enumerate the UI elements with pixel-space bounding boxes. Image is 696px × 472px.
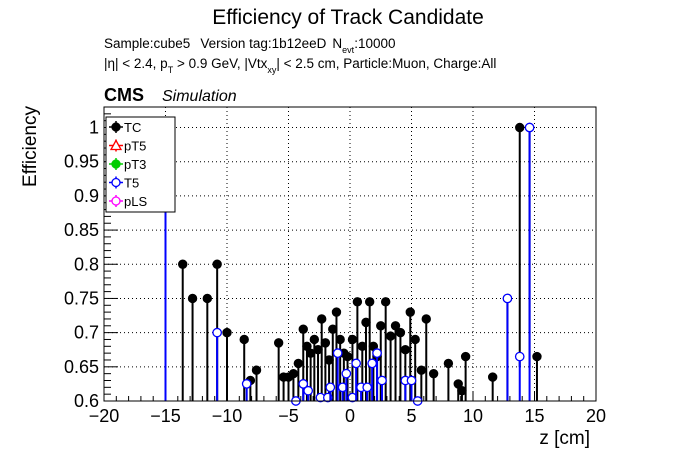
x-tick-label: −20 [89,406,120,426]
data-point [251,365,262,375]
data-point [400,345,411,355]
data-point [380,297,391,307]
tick-labels: −20 −15 −10 −5 0 5 10 15 20 0.6 0.65 0.7 0.75 0.8 0.85… [64,118,606,426]
legend-marker [111,122,121,132]
data-point [532,351,542,362]
x-tick-label: −10 [212,406,243,426]
x-tick-label: −5 [278,406,299,426]
x-axis-label: z [cm] [539,428,590,449]
legend-marker [111,159,121,169]
data-point [325,382,336,393]
y-tick-label: 0.75 [64,288,99,308]
x-tick-label: −15 [150,406,181,426]
y-axis-label: Efficiency [20,106,41,187]
data-point [347,334,358,345]
data-point [367,358,377,369]
data-point [212,259,222,269]
chart-title: Efficiency of Track Candidate [212,6,484,29]
cms-label: CMS [104,85,144,105]
data-point [515,122,525,133]
y-tick-label: 1 [89,118,99,138]
data-point [460,351,471,362]
plot-frame [103,106,597,402]
data-point [405,307,415,317]
data-point [273,338,284,348]
series-t5 [160,122,535,406]
data-point [241,379,252,389]
data-point [288,368,299,379]
data-point [309,334,320,345]
legend-marker [111,196,121,206]
legend-item-tc: TC [109,120,141,135]
data-point [416,365,427,375]
data-series [160,122,542,406]
data-point [202,293,213,304]
data-point [341,368,352,379]
data-point [406,375,417,386]
legend-item-pt3: pT3 [109,157,146,172]
y-tick-label: 0.85 [64,220,99,240]
legend: TC pT5 pT3 T5 pLS [105,116,176,213]
data-point [372,348,382,358]
data-point [514,351,525,362]
legend-item-t5: T5 [109,176,139,191]
legend-item-pls: pLS [109,194,147,209]
data-point [342,351,353,362]
legend-label: T5 [124,176,139,191]
data-point [377,375,387,386]
legend-label: pT3 [124,157,146,172]
data-point [487,372,498,382]
sample-info: Sample:cube5 Version tag:1b12eeD Nevt:1000… [104,36,395,55]
data-point [222,327,232,338]
data-point [335,334,345,345]
data-point [524,122,535,133]
data-point [178,259,188,269]
x-tick-label: 0 [345,406,355,426]
data-point [390,321,401,331]
data-point [303,385,314,396]
simulation-label: Simulation [162,88,237,105]
y-tick-label: 0.65 [64,357,99,377]
data-point [376,321,386,331]
data-point [502,293,513,304]
y-tick-label: 0.8 [74,254,99,274]
data-point [317,314,327,324]
legend-label: TC [124,120,141,135]
y-tick-label: 0.6 [74,391,99,411]
data-point [298,324,308,334]
data-point [428,368,439,379]
legend-label: pLS [124,194,147,209]
legend-label: pT5 [124,139,146,154]
x-tick-label: 20 [586,406,606,426]
x-tick-label: 5 [406,406,416,426]
x-tick-label: 15 [524,406,544,426]
data-point [385,331,396,341]
data-point [239,334,249,345]
data-point [298,379,309,389]
data-point [293,358,304,369]
data-point [362,382,373,393]
data-point [212,327,223,338]
data-point [352,297,363,307]
x-tick-label: 10 [463,406,483,426]
legend-marker [109,139,123,151]
selection-cuts: |η| < 2.4, pT > 0.9 GeV, |Vtxxy| < 2.5 c… [104,56,496,75]
data-point [332,348,343,358]
y-tick-label: 0.95 [64,152,99,172]
legend-marker [111,177,121,188]
y-tick-label: 0.7 [74,323,99,343]
data-point [187,293,198,304]
y-tick-label: 0.9 [74,186,99,206]
data-point [410,334,420,345]
data-point [364,297,375,307]
data-point [331,307,342,317]
data-point [395,327,406,338]
data-point [421,314,431,324]
data-point [443,358,454,369]
legend-item-pt5: pT5 [109,139,146,154]
data-point [320,338,331,348]
data-point [351,358,361,369]
